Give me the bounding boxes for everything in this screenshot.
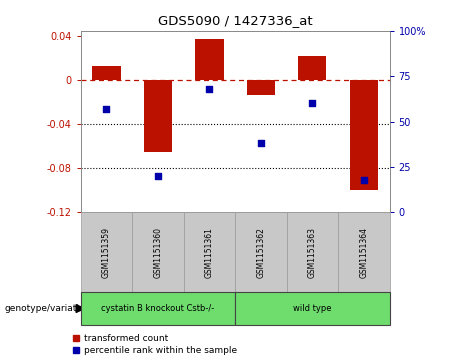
Title: GDS5090 / 1427336_at: GDS5090 / 1427336_at <box>158 14 313 27</box>
Text: GSM1151360: GSM1151360 <box>154 227 162 278</box>
Text: GSM1151364: GSM1151364 <box>359 227 368 278</box>
Point <box>360 177 367 183</box>
Text: GSM1151359: GSM1151359 <box>102 227 111 278</box>
Legend: transformed count, percentile rank within the sample: transformed count, percentile rank withi… <box>69 331 241 359</box>
Text: genotype/variation: genotype/variation <box>5 304 91 313</box>
Bar <box>92 66 121 80</box>
Point <box>257 140 265 146</box>
Point <box>206 86 213 92</box>
Bar <box>298 56 326 80</box>
Bar <box>349 80 378 190</box>
Point <box>308 101 316 106</box>
Text: cystatin B knockout Cstb-/-: cystatin B knockout Cstb-/- <box>101 304 214 313</box>
Bar <box>247 80 275 95</box>
Text: GSM1151363: GSM1151363 <box>308 227 317 278</box>
Text: GSM1151361: GSM1151361 <box>205 227 214 278</box>
Text: GSM1151362: GSM1151362 <box>256 227 266 278</box>
Bar <box>144 80 172 152</box>
Polygon shape <box>76 305 84 313</box>
Text: wild type: wild type <box>293 304 331 313</box>
Point <box>103 106 110 112</box>
Bar <box>195 38 224 80</box>
Point <box>154 173 161 179</box>
